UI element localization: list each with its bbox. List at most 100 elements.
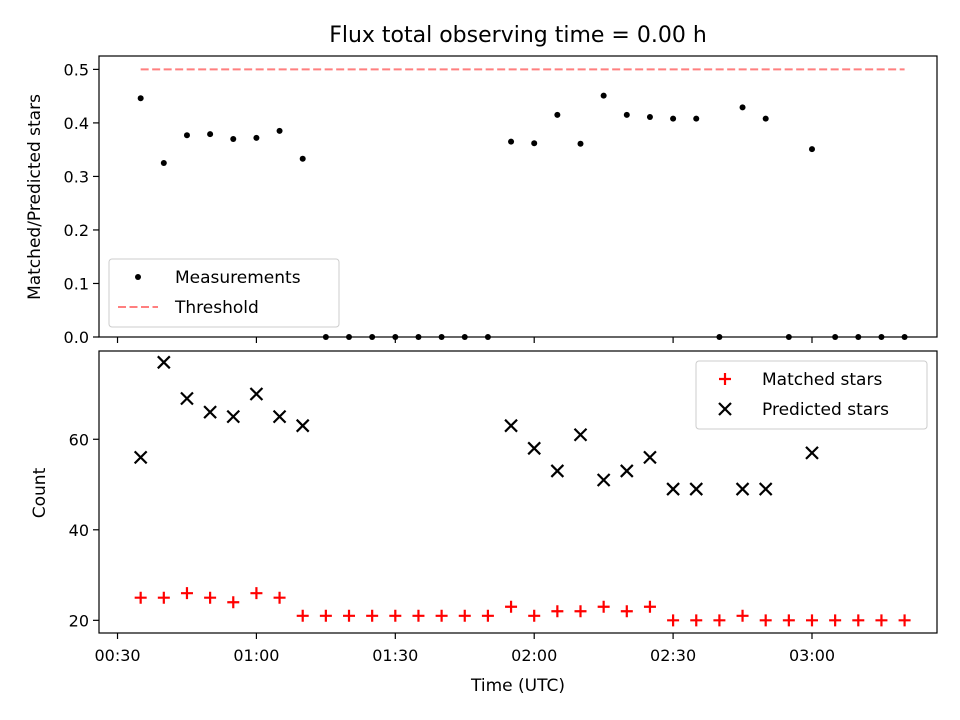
matched-stars-point — [782, 614, 795, 627]
measurement-point — [693, 115, 700, 122]
measurement-point — [160, 160, 167, 167]
matched-stars-point — [250, 587, 263, 600]
matched-stars-point — [690, 614, 703, 627]
measurement-point — [322, 334, 329, 340]
matched-stars-point — [620, 605, 633, 618]
predicted-stars-point — [295, 418, 310, 433]
matched-stars-point — [574, 605, 587, 618]
matched-stars-point — [597, 600, 610, 613]
measurement-point — [369, 334, 376, 340]
matched-stars-point — [528, 609, 541, 622]
measurement-point — [739, 104, 746, 111]
predicted-stars-point — [249, 387, 264, 401]
legend: Matched stars Predicted stars — [695, 360, 928, 430]
legend-label: Threshold — [174, 298, 259, 318]
matched-stars-point — [829, 614, 842, 627]
matched-stars-point — [412, 609, 425, 622]
y-tick-label: 60 — [69, 430, 89, 449]
x-axis-label: Time (UTC) — [470, 676, 565, 696]
matched-stars-point — [389, 609, 402, 622]
measurement-point — [230, 135, 237, 142]
y-tick-label: 0.5 — [64, 60, 89, 79]
matched-stars-point — [204, 591, 217, 604]
measurement-point — [554, 111, 561, 118]
predicted-stars-point — [596, 473, 611, 487]
measurement-point — [808, 146, 815, 153]
matched-stars-point — [273, 591, 286, 604]
matched-stars-point — [667, 614, 680, 627]
matched-stars-point — [435, 609, 448, 622]
y-tick-label: 0.0 — [64, 328, 89, 347]
matched-stars-point — [736, 609, 749, 622]
matched-stars-point — [713, 614, 726, 627]
measurement-point — [438, 334, 445, 340]
bottom-y-axis-label: Count — [30, 467, 50, 518]
x-tick-label: 00:30 — [94, 646, 140, 665]
measurement-point — [785, 334, 792, 340]
predicted-stars-point — [527, 441, 541, 456]
legend-marker-plus — [719, 373, 731, 385]
predicted-stars-point — [180, 391, 194, 406]
matched-stars-point — [458, 609, 471, 622]
x-tick-label: 01:00 — [233, 646, 279, 665]
matched-stars-point — [134, 591, 147, 604]
measurement-point — [253, 134, 260, 141]
predicted-stars-point — [203, 405, 217, 419]
predicted-stars-point — [573, 427, 588, 442]
y-tick-label: 20 — [69, 611, 89, 630]
measurement-point — [623, 111, 630, 118]
y-tick-label: 0.4 — [64, 114, 89, 133]
measurement-point — [855, 334, 862, 340]
measurement-point — [600, 92, 607, 99]
measurement-point — [901, 334, 908, 340]
matched-stars-point — [643, 600, 656, 613]
matched-stars-point — [366, 609, 379, 622]
predicted-stars-point — [620, 464, 634, 478]
legend-box — [695, 360, 928, 430]
matched-stars-point — [551, 605, 564, 618]
legend-marker-x — [718, 402, 732, 416]
matched-stars-point — [805, 614, 818, 627]
predicted-stars-point — [643, 450, 657, 465]
legend-label: Measurements — [175, 268, 301, 288]
predicted-stars-point — [805, 446, 819, 460]
measurement-point — [207, 131, 214, 138]
top-y-axis-label: Matched/Predicted stars — [25, 94, 45, 300]
predicted-stars-point — [550, 464, 565, 478]
matched-stars-point — [319, 609, 332, 622]
matched-stars-point — [852, 614, 865, 627]
measurement-point — [508, 138, 515, 145]
measurement-point — [577, 140, 584, 147]
matched-stars-point — [296, 609, 309, 622]
top-plot-panel: 0.0 0.1 0.2 0.3 0.4 0.5 Measurements Threshold — [64, 55, 938, 347]
measurement-point — [276, 127, 283, 134]
measurement-point — [878, 334, 885, 340]
plot-frame — [98, 350, 938, 634]
measurement-point — [484, 334, 491, 340]
legend-marker-dot — [135, 274, 141, 280]
measurement-point — [461, 334, 468, 340]
measurement-point — [299, 155, 306, 162]
measurement-point — [137, 95, 144, 102]
matched-stars-point — [875, 614, 888, 627]
chart-title: Flux total observing time = 0.00 h — [329, 23, 707, 48]
predicted-stars-point — [157, 355, 171, 370]
y-tick-label: 0.2 — [64, 221, 89, 240]
plot-frame — [98, 55, 938, 338]
measurement-point — [415, 334, 422, 340]
predicted-stars-point — [758, 482, 773, 496]
legend-label: Matched stars — [762, 370, 882, 390]
predicted-stars-point — [689, 482, 704, 496]
x-tick-label: 01:30 — [372, 646, 418, 665]
legend-box — [108, 258, 340, 328]
measurement-point — [832, 334, 839, 340]
matched-stars-point — [180, 587, 193, 600]
measurement-point — [392, 334, 399, 340]
measurement-point — [183, 132, 190, 139]
matched-stars-point — [157, 591, 170, 604]
matched-stars-point — [898, 614, 911, 627]
y-tick-label: 0.3 — [64, 167, 89, 186]
matched-stars-point — [343, 609, 356, 622]
bottom-plot-panel: 20 40 60 00:30 01:00 01:30 02:00 02:30 03:00 Matc… — [69, 350, 938, 665]
